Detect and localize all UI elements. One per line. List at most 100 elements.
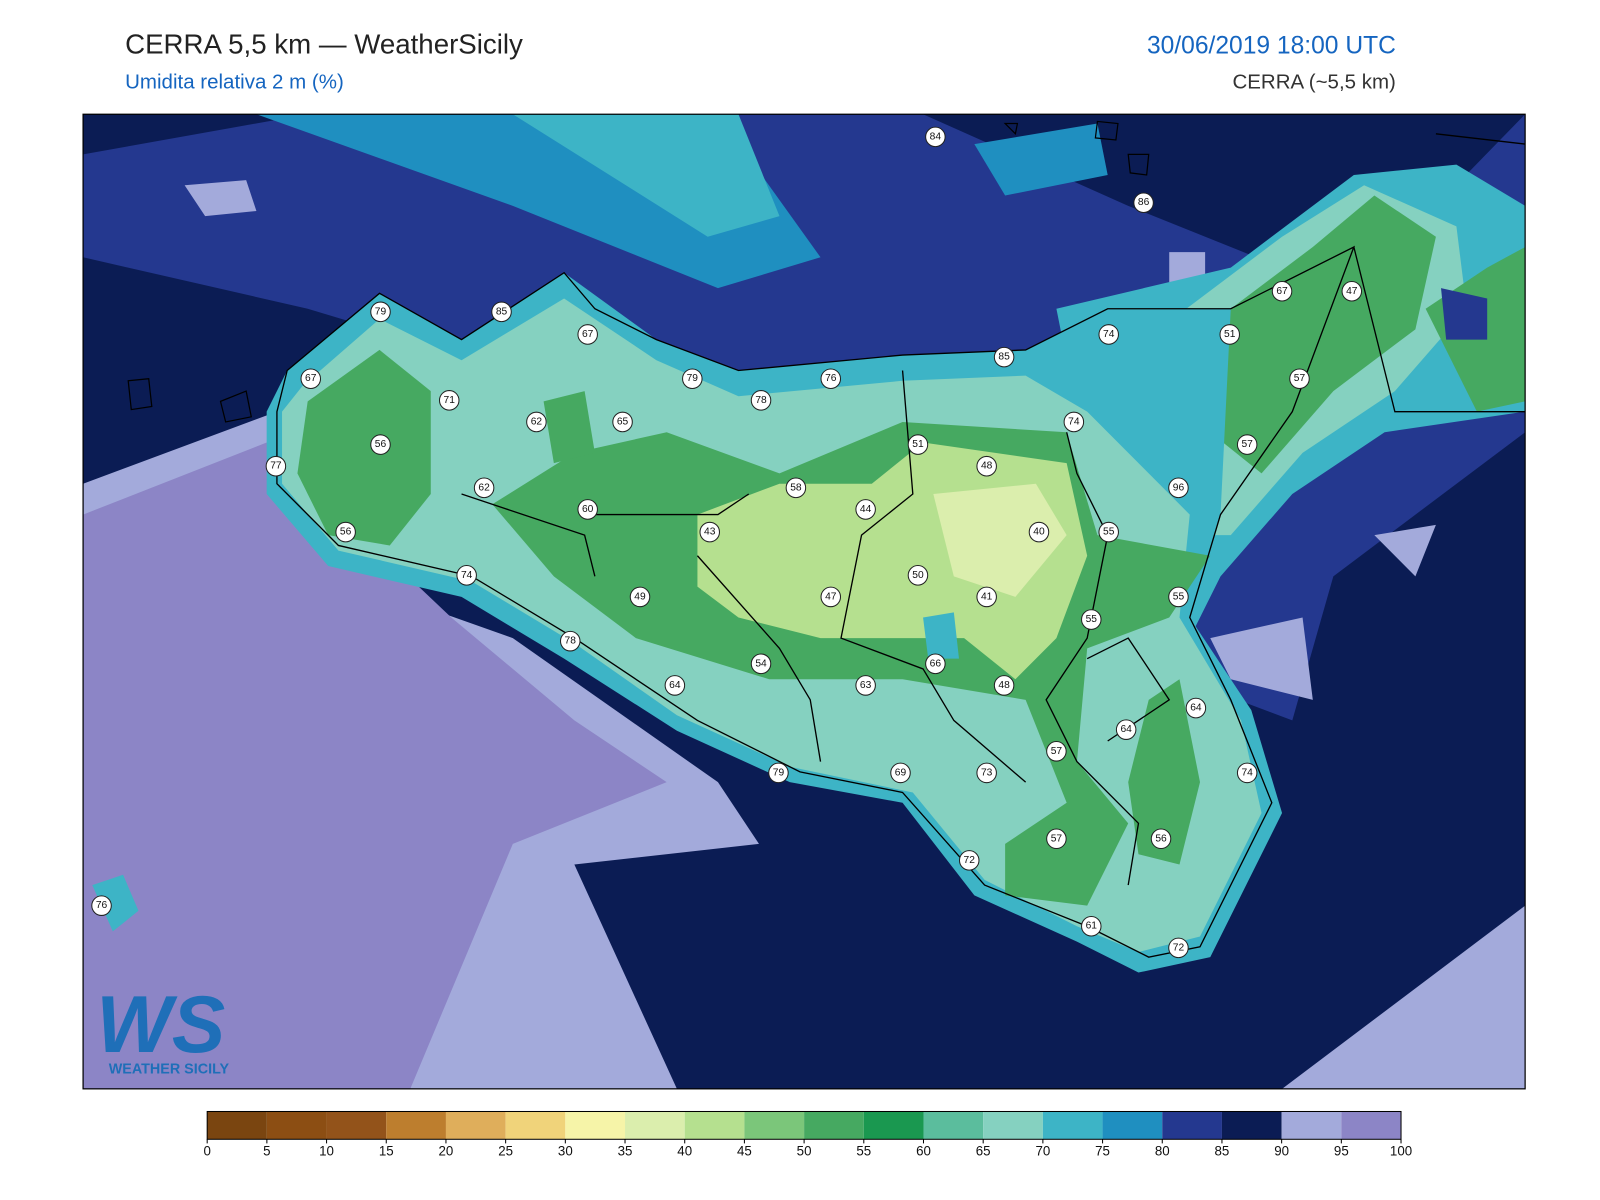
station-value: 85 [496, 306, 508, 317]
colorbar-tick-label: 30 [558, 1144, 573, 1159]
station-value: 78 [755, 395, 767, 406]
station: 84 [925, 126, 946, 148]
station: 58 [785, 477, 807, 499]
station-marker [1115, 719, 1137, 740]
colorbar-segment [1221, 1111, 1282, 1140]
station-value: 54 [755, 658, 767, 669]
station: 40 [1028, 521, 1050, 543]
station-marker [750, 390, 772, 411]
station: 54 [750, 653, 772, 675]
station-value: 67 [582, 329, 594, 340]
station-marker [612, 411, 633, 433]
station: 79 [370, 301, 391, 323]
colorbar: 0 5 10 15 20 25 30 35 40 45 50 55 60 65 70 75 80 85 90 95 10… [203, 1110, 1412, 1159]
station-marker [890, 762, 911, 784]
colorbar-segment [1341, 1111, 1402, 1140]
station-marker [907, 434, 929, 455]
colorbar-segment [625, 1111, 685, 1140]
station-value: 43 [704, 527, 716, 538]
colorbar-segment [923, 1111, 984, 1140]
station-marker [976, 586, 997, 608]
colorbar-tick-label: 15 [379, 1144, 394, 1159]
station: 63 [855, 675, 876, 696]
station-marker [1341, 280, 1363, 302]
station: 85 [993, 346, 1015, 368]
station-marker [785, 477, 807, 499]
station-marker [473, 477, 495, 499]
station-marker [664, 675, 686, 696]
colorbar-segment [326, 1111, 387, 1140]
station-value: 66 [930, 658, 942, 669]
station-marker [1046, 740, 1067, 762]
colorbar-segment [1162, 1111, 1222, 1140]
station: 51 [907, 434, 929, 455]
station-value: 74 [1068, 416, 1080, 427]
station-value: 76 [96, 900, 108, 911]
station: 60 [577, 499, 598, 520]
station: 86 [1133, 192, 1154, 214]
station-marker [335, 521, 356, 543]
colorbar-tick-label: 60 [916, 1144, 931, 1159]
station: 55 [1098, 521, 1119, 543]
station-marker [1081, 915, 1102, 937]
colorbar-segment [207, 1111, 267, 1140]
colorbar-segment [445, 1111, 506, 1140]
station-marker [629, 586, 651, 608]
station: 64 [664, 675, 686, 696]
station: 64 [1185, 697, 1207, 719]
station-marker [300, 368, 322, 390]
station-value: 56 [375, 439, 387, 450]
station-value: 71 [444, 395, 456, 406]
station-marker [438, 390, 460, 411]
station: 69 [890, 762, 911, 784]
station-value: 48 [998, 680, 1010, 691]
colorbar-tick-label: 65 [976, 1144, 991, 1159]
colorbar-segment [1042, 1111, 1103, 1140]
station: 57 [1289, 368, 1310, 390]
station-value: 51 [1224, 329, 1236, 340]
colorbar-tick-label: 70 [1035, 1144, 1050, 1159]
station-marker [91, 895, 112, 916]
station: 48 [993, 675, 1015, 696]
station: 79 [682, 368, 703, 390]
station-value: 64 [669, 680, 681, 691]
station-marker [456, 565, 477, 586]
station: 65 [612, 411, 633, 433]
station-value: 40 [1033, 527, 1045, 538]
station: 78 [750, 390, 772, 411]
station-value: 64 [1190, 703, 1202, 714]
station-marker [682, 368, 703, 390]
colorbar-tick-label: 10 [319, 1144, 334, 1159]
colorbar-segment [804, 1111, 864, 1140]
colorbar-tick-label: 100 [1390, 1144, 1412, 1159]
colorbar-tick-label: 40 [677, 1144, 692, 1159]
station-value: 48 [981, 461, 993, 472]
station-value: 65 [617, 416, 629, 427]
station-value: 55 [1103, 527, 1115, 538]
station: 74 [1063, 411, 1085, 433]
title: CERRA 5,5 km — WeatherSicily [125, 28, 523, 59]
station-marker [1063, 411, 1085, 433]
colorbar-segment [1281, 1111, 1342, 1140]
station-marker [370, 434, 391, 455]
station: 57 [1046, 740, 1067, 762]
station: 55 [1081, 609, 1102, 630]
station-marker [1098, 324, 1119, 345]
station: 57 [1046, 828, 1067, 850]
station-marker [768, 762, 789, 784]
station-value: 44 [860, 504, 872, 515]
station: 50 [907, 565, 929, 586]
station-marker [1219, 324, 1240, 345]
colorbar-tick-label: 50 [797, 1144, 812, 1159]
station: 41 [976, 586, 997, 608]
station: 44 [855, 499, 876, 520]
station-marker [1081, 609, 1102, 630]
station: 73 [976, 762, 997, 784]
station: 61 [1081, 915, 1102, 937]
colorbar-tick-label: 80 [1155, 1144, 1170, 1159]
station-value: 57 [1294, 373, 1306, 384]
station-marker [820, 368, 842, 390]
station-marker [577, 499, 598, 520]
station: 64 [1115, 719, 1137, 740]
